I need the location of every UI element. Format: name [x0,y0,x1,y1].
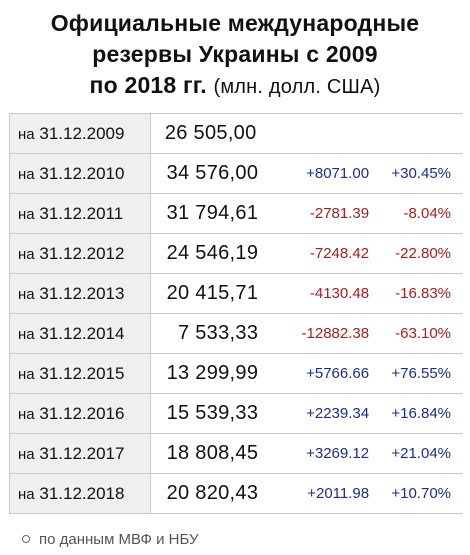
percent-change: +76.55% [373,353,463,394]
percent-change: +21.04% [373,433,463,474]
title-unit: (млн. долл. США) [213,76,381,98]
date-cell: на 31.12.2014 [9,313,151,354]
date-value: 31.12.2015 [39,363,125,383]
reserve-value: 20 415,71 [150,273,277,314]
table-row: на 31.12.2018 20 820,43 +2011.98 +10.70% [9,473,463,514]
reserve-value: 34 576,00 [150,153,277,194]
bullet-icon [22,535,30,544]
absolute-change: -4130.48 [276,273,374,314]
source-text: по данным МВФ и НБУ [39,531,199,548]
absolute-change: +8071.00 [276,153,374,194]
date-cell: на 31.12.2016 [9,393,151,434]
reserves-table: на 31.12.2009 26 505,00 на 31.12.2010 34… [9,113,463,514]
date-prefix: на [18,445,35,463]
date-value: 31.12.2014 [39,323,125,343]
absolute-change: +3269.12 [276,433,374,474]
page-title: Официальные международные резервы Украин… [0,0,470,103]
percent-change: -16.83% [373,273,463,314]
table-row: на 31.12.2013 20 415,71 -4130.48 -16.83% [9,273,463,314]
table-row: на 31.12.2012 24 546,19 -7248.42 -22.80% [9,233,463,274]
date-cell: на 31.12.2011 [9,193,151,234]
percent-change: -8.04% [373,193,463,234]
date-value: 31.12.2013 [39,283,125,303]
absolute-change: +2011.98 [276,473,374,514]
reserve-value: 18 808,45 [150,433,277,474]
date-prefix: на [18,205,35,223]
percent-change: -63.10% [373,313,463,354]
percent-change: +10.70% [373,473,463,514]
reserve-value: 7 533,33 [150,313,277,354]
percent-change: +16.84% [373,393,463,434]
date-prefix: на [18,365,35,383]
table-row: на 31.12.2017 18 808,45 +3269.12 +21.04% [9,433,463,474]
absolute-change: +5766.66 [276,353,374,394]
absolute-change [276,113,374,154]
absolute-change: -2781.39 [276,193,374,234]
date-prefix: на [18,285,35,303]
date-prefix: на [18,485,35,503]
date-cell: на 31.12.2017 [9,433,151,474]
date-prefix: на [18,125,35,143]
date-value: 31.12.2009 [39,123,125,143]
date-prefix: на [18,325,35,343]
title-line-1: Официальные международные [50,10,420,36]
source-note: по данным МВФ и НБУ [22,531,199,548]
date-prefix: на [18,165,35,183]
table-row: на 31.12.2009 26 505,00 [9,113,463,154]
date-cell: на 31.12.2018 [9,473,151,514]
absolute-change: +2239.34 [276,393,374,434]
reserves-table-body: на 31.12.2009 26 505,00 на 31.12.2010 34… [9,113,463,514]
title-line-3: по 2018 гг. (млн. долл. США) [0,70,470,103]
absolute-change: -12882.38 [276,313,374,354]
date-value: 31.12.2010 [39,163,125,183]
date-value: 31.12.2018 [39,483,125,503]
percent-change [373,113,463,154]
table-row: на 31.12.2010 34 576,00 +8071.00 +30.45% [9,153,463,194]
percent-change: -22.80% [373,233,463,274]
date-value: 31.12.2012 [39,243,125,263]
date-cell: на 31.12.2015 [9,353,151,394]
date-cell: на 31.12.2009 [9,113,151,154]
date-cell: на 31.12.2010 [9,153,151,194]
reserve-value: 26 505,00 [150,113,277,154]
reserve-value: 31 794,61 [150,193,277,234]
title-line-2: резервы Украины с 2009 [92,41,378,67]
date-prefix: на [18,405,35,423]
date-prefix: на [18,245,35,263]
percent-change: +30.45% [373,153,463,194]
date-value: 31.12.2011 [39,203,124,223]
title-years: по 2018 гг. [89,72,207,98]
reserve-value: 15 539,33 [150,393,277,434]
date-value: 31.12.2017 [39,443,125,463]
table-row: на 31.12.2011 31 794,61 -2781.39 -8.04% [9,193,463,234]
date-value: 31.12.2016 [39,403,125,423]
table-row: на 31.12.2014 7 533,33 -12882.38 -63.10% [9,313,463,354]
absolute-change: -7248.42 [276,233,374,274]
table-row: на 31.12.2015 13 299,99 +5766.66 +76.55% [9,353,463,394]
reserve-value: 20 820,43 [150,473,277,514]
table-row: на 31.12.2016 15 539,33 +2239.34 +16.84% [9,393,463,434]
date-cell: на 31.12.2013 [9,273,151,314]
reserve-value: 24 546,19 [150,233,277,274]
reserve-value: 13 299,99 [150,353,277,394]
date-cell: на 31.12.2012 [9,233,151,274]
